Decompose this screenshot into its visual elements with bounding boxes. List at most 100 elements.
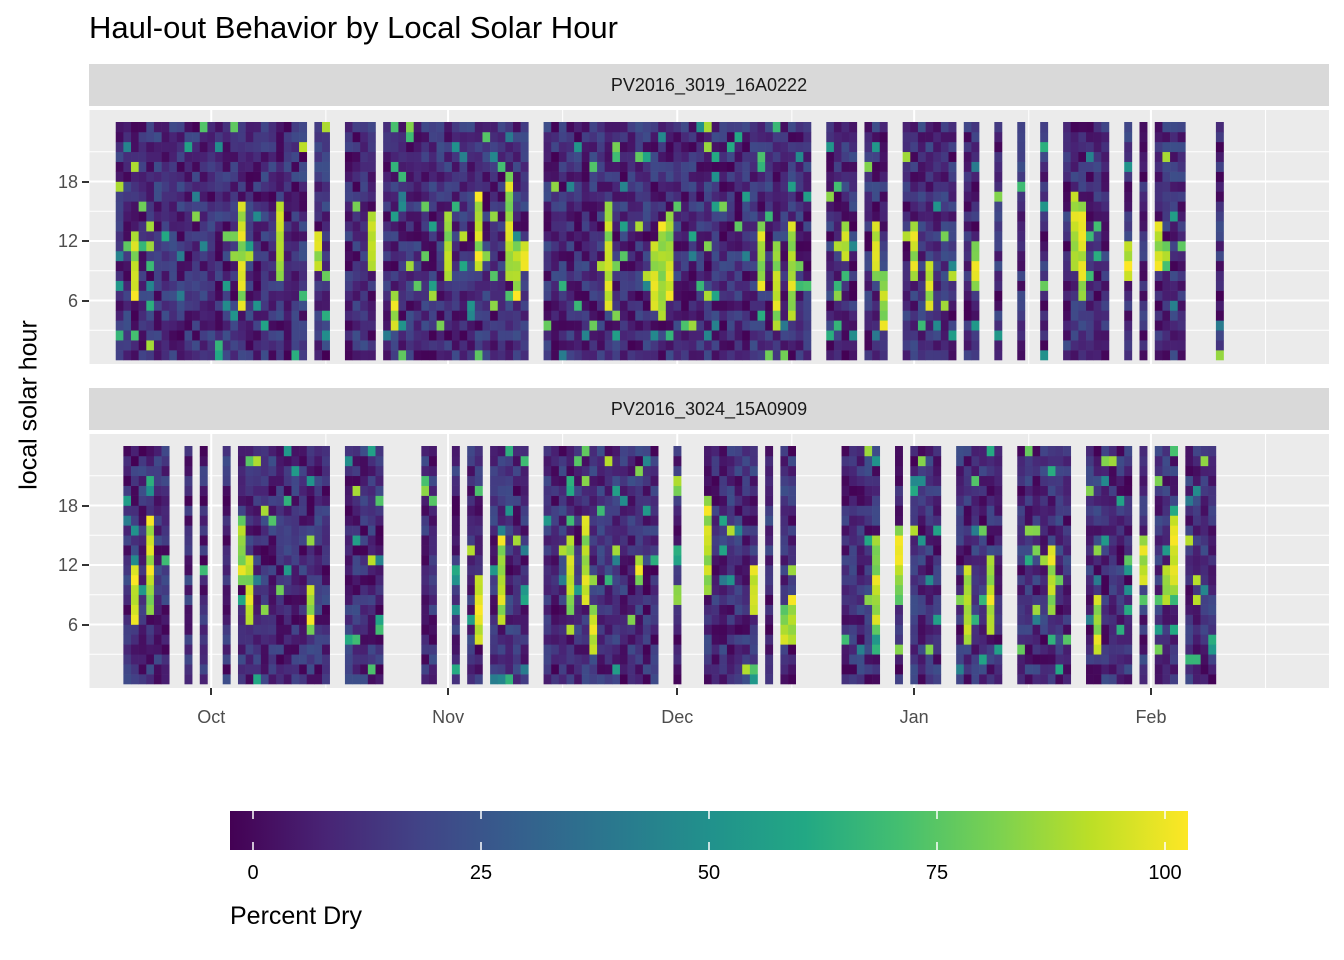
heatmap-cell — [322, 161, 330, 172]
heatmap-cell — [474, 350, 483, 361]
heatmap-cell — [237, 624, 246, 635]
heatmap-cell — [665, 310, 674, 321]
heatmap-cell — [627, 201, 636, 212]
heatmap-cell — [604, 446, 613, 457]
heatmap-cell — [138, 131, 147, 143]
heatmap-cell — [696, 330, 705, 341]
heatmap-cell — [719, 310, 728, 321]
heatmap-cell — [1086, 505, 1094, 516]
heatmap-cell — [383, 211, 392, 222]
heatmap-cell — [589, 122, 598, 133]
heatmap-cell — [306, 465, 315, 477]
heatmap-cell — [574, 584, 583, 596]
heatmap-cell — [1162, 350, 1171, 361]
heatmap-cell — [849, 241, 858, 252]
heatmap-cell — [925, 674, 934, 685]
heatmap-cell — [963, 525, 972, 536]
heatmap-cell — [849, 300, 858, 311]
heatmap-cell — [635, 505, 644, 516]
heatmap-cell — [474, 485, 483, 496]
heatmap-cell — [788, 171, 796, 182]
heatmap-cell — [963, 330, 972, 341]
heatmap-cell — [123, 131, 132, 143]
heatmap-cell — [283, 290, 292, 301]
heatmap-cell — [153, 122, 162, 133]
heatmap-cell — [1101, 604, 1110, 615]
heatmap-cell — [299, 455, 308, 467]
heatmap-cell — [635, 485, 644, 496]
heatmap-cell — [673, 574, 682, 586]
heatmap-cell — [428, 495, 437, 506]
heatmap-cell — [612, 300, 621, 311]
heatmap-cell — [726, 614, 735, 625]
heatmap-cell — [413, 181, 422, 192]
heatmap-cell — [237, 340, 246, 351]
heatmap-cell — [283, 624, 292, 635]
heatmap-cell — [192, 241, 201, 252]
heatmap-cell — [971, 664, 980, 675]
heatmap-cell — [833, 141, 842, 153]
heatmap-cell — [979, 654, 987, 665]
heatmap-cell — [1086, 495, 1094, 506]
heatmap-cell — [841, 300, 850, 311]
heatmap-cell — [574, 340, 583, 351]
heatmap-cell — [230, 211, 239, 222]
heatmap-cell — [237, 151, 246, 162]
heatmap-cell — [658, 250, 667, 262]
heatmap-cell — [719, 604, 728, 615]
heatmap-cell — [322, 465, 330, 477]
heatmap-cell — [299, 161, 308, 172]
heatmap-cell — [589, 584, 598, 596]
heatmap-cell — [963, 181, 972, 192]
heatmap-cell — [222, 330, 231, 341]
heatmap-cell — [650, 250, 659, 262]
heatmap-cell — [513, 131, 521, 143]
heatmap-cell — [558, 505, 567, 516]
heatmap-cell — [322, 250, 330, 262]
heatmap-cell — [398, 330, 407, 341]
heatmap-cell — [581, 654, 590, 665]
heatmap-cell — [314, 604, 323, 615]
heatmap-cell — [322, 310, 330, 321]
heatmap-cell — [558, 545, 567, 556]
heatmap-cell — [566, 141, 575, 153]
heatmap-cell — [734, 280, 743, 291]
heatmap-cell — [207, 161, 216, 172]
heatmap-cell — [1032, 674, 1041, 685]
heatmap-cell — [1040, 545, 1049, 556]
heatmap-cell — [925, 131, 934, 143]
heatmap-cell — [795, 141, 804, 153]
heatmap-cell — [352, 122, 361, 133]
heatmap-cell — [574, 181, 583, 192]
heatmap-cell — [589, 310, 598, 321]
heatmap-cell — [383, 300, 392, 311]
heatmap-cell — [826, 241, 835, 252]
heatmap-cell — [207, 181, 216, 192]
heatmap-cell — [627, 485, 636, 496]
heatmap-cell — [322, 584, 330, 596]
heatmap-cell — [604, 201, 613, 212]
heatmap-cell — [765, 122, 774, 133]
heatmap-cell — [176, 141, 185, 153]
heatmap-cell — [849, 310, 858, 321]
heatmap-cell — [1093, 221, 1102, 232]
heatmap-cell — [138, 614, 147, 625]
heatmap-cell — [833, 280, 842, 291]
heatmap-cell — [1070, 231, 1079, 242]
heatmap-cell — [146, 241, 155, 252]
heatmap-cell — [719, 330, 728, 341]
heatmap-cell — [390, 161, 399, 172]
heatmap-cell — [253, 300, 262, 311]
heatmap-cell — [872, 555, 881, 566]
heatmap-cell — [237, 211, 246, 222]
heatmap-cell — [1032, 604, 1041, 615]
heatmap-cell — [757, 122, 766, 133]
heatmap-cell — [406, 181, 414, 192]
heatmap-cell — [704, 515, 712, 526]
heatmap-cell — [642, 644, 651, 655]
heatmap-cell — [543, 320, 552, 331]
heatmap-cell — [253, 624, 262, 635]
heatmap-cell — [849, 122, 858, 133]
heatmap-cell — [383, 231, 392, 242]
heatmap-cell — [704, 300, 712, 311]
